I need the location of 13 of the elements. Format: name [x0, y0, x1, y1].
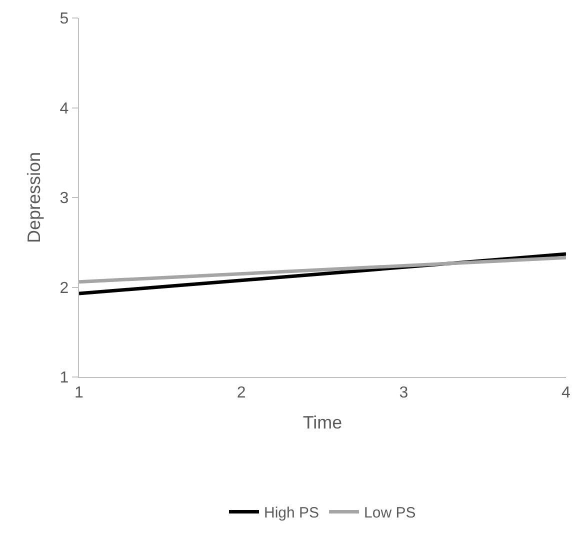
- y-axis-title: Depression: [24, 152, 44, 244]
- x-tick-label: 4: [562, 384, 571, 402]
- legend-label: Low PS: [364, 504, 416, 522]
- x-tick-label: 1: [74, 384, 84, 402]
- y-tick-label: 2: [60, 280, 69, 297]
- x-tick-label: 2: [236, 384, 246, 402]
- x-tick-label: 3: [399, 384, 408, 402]
- y-tick-label: 3: [60, 190, 69, 208]
- x-axis-title: Time: [302, 412, 342, 432]
- y-tick-label: 4: [60, 100, 69, 118]
- y-tick-label: 5: [60, 10, 69, 28]
- y-tick-label: 1: [60, 370, 69, 387]
- legend-label: High PS: [264, 504, 320, 522]
